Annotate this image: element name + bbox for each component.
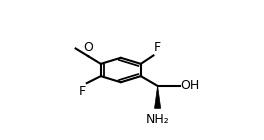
Polygon shape [154, 86, 161, 108]
Text: NH₂: NH₂ [146, 113, 169, 126]
Text: F: F [154, 41, 161, 54]
Text: F: F [79, 85, 86, 98]
Text: OH: OH [181, 79, 200, 92]
Text: O: O [83, 41, 93, 54]
